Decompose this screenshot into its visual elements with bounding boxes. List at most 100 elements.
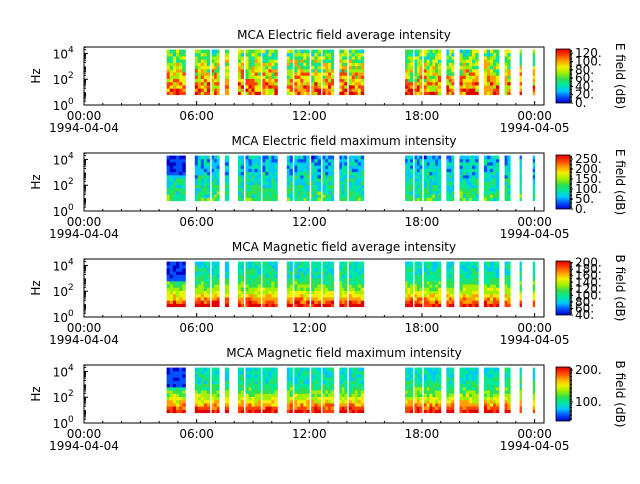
spectrogram-cell xyxy=(212,175,215,179)
spectrogram-cell xyxy=(225,191,229,195)
spectrogram-cell xyxy=(268,159,271,163)
spectrogram-cell xyxy=(254,79,257,83)
spectrogram-cell xyxy=(505,265,508,269)
spectrogram-cell xyxy=(274,397,277,401)
spectrogram-cell xyxy=(195,377,198,381)
spectrogram-cell xyxy=(427,85,430,89)
spectrogram-cell xyxy=(408,75,411,79)
spectrogram-cell xyxy=(325,159,328,163)
spectrogram-cell xyxy=(170,69,174,73)
spectrogram-cell xyxy=(271,374,274,378)
spectrogram-cell xyxy=(241,368,244,372)
spectrogram-cell xyxy=(331,268,334,272)
spectrogram-cell xyxy=(463,82,467,86)
spectrogram-cell xyxy=(322,274,325,278)
spectrogram-cell xyxy=(176,175,180,179)
spectrogram-cell xyxy=(303,72,306,76)
spectrogram-cell xyxy=(419,181,422,185)
spectrogram-cell xyxy=(493,75,496,79)
spectrogram-cell xyxy=(331,175,334,179)
spectrogram-cell xyxy=(490,393,493,397)
spectrogram-cell xyxy=(342,59,345,63)
spectrogram-cell xyxy=(342,387,345,391)
spectrogram-cell xyxy=(446,409,449,413)
data-segment xyxy=(195,50,210,96)
spectrogram-cell xyxy=(248,197,251,201)
spectrogram-cell xyxy=(352,59,355,63)
spectrogram-cell xyxy=(265,172,268,176)
spectrogram-cell xyxy=(466,91,470,95)
spectrogram-cell xyxy=(446,397,449,401)
spectrogram-cell xyxy=(405,88,408,92)
spectrogram-cell xyxy=(265,390,268,394)
x-tick-label: 18:00 xyxy=(405,215,440,229)
spectrogram-cell xyxy=(262,393,265,397)
spectrogram-cell xyxy=(257,384,260,388)
spectrogram-cell xyxy=(533,384,535,388)
spectrogram-cell xyxy=(408,85,411,89)
spectrogram-cell xyxy=(339,165,342,169)
spectrogram-cell xyxy=(170,265,174,269)
spectrogram-cell xyxy=(198,403,201,407)
spectrogram-cell xyxy=(201,406,204,410)
spectrogram-cell xyxy=(342,284,345,288)
spectrogram-cell xyxy=(170,397,174,401)
spectrogram-cell xyxy=(262,387,265,391)
spectrogram-cell xyxy=(417,165,420,169)
spectrogram-cell xyxy=(435,62,438,66)
spectrogram-cell xyxy=(520,165,522,169)
spectrogram-cell xyxy=(460,172,464,176)
spectrogram-cell xyxy=(265,377,268,381)
spectrogram-cell xyxy=(245,278,248,282)
spectrogram-cell xyxy=(493,409,496,413)
spectrogram-cell xyxy=(520,75,522,79)
spectrogram-cell xyxy=(176,156,180,160)
spectrogram-cell xyxy=(176,294,180,298)
spectrogram-cell xyxy=(435,197,438,201)
spectrogram-cell xyxy=(339,62,342,66)
spectrogram-cell xyxy=(265,271,268,275)
y-tick-label: 10 xyxy=(53,311,68,325)
spectrogram-cell xyxy=(251,268,254,272)
spectrogram-cell xyxy=(297,56,300,60)
spectrogram-cell xyxy=(408,278,411,282)
spectrogram-cell xyxy=(225,406,229,410)
spectrogram-cell xyxy=(520,387,522,391)
spectrogram-cell xyxy=(493,191,496,195)
spectrogram-cell xyxy=(322,377,325,381)
spectrogram-cell xyxy=(438,75,441,79)
spectrogram-cell xyxy=(268,371,271,375)
spectrogram-cell xyxy=(254,403,257,407)
spectrogram-cell xyxy=(451,265,454,269)
spectrogram-cell xyxy=(322,188,325,192)
spectrogram-cell xyxy=(268,284,271,288)
spectrogram-cell xyxy=(472,291,476,295)
spectrogram-cell xyxy=(484,56,487,60)
spectrogram-cell xyxy=(306,194,309,198)
spectrogram-cell xyxy=(507,165,510,169)
spectrogram-cell xyxy=(201,291,204,295)
spectrogram-cell xyxy=(314,69,318,73)
spectrogram-cell xyxy=(182,156,186,160)
spectrogram-cell xyxy=(297,88,300,92)
spectrogram-cell xyxy=(212,390,215,394)
spectrogram-cell xyxy=(344,91,347,95)
spectrogram-cell xyxy=(207,159,210,163)
spectrogram-cell xyxy=(238,172,241,176)
spectrogram-cell xyxy=(451,393,454,397)
spectrogram-cell xyxy=(438,384,441,388)
x-tick-label: 12:00 xyxy=(292,321,327,335)
spectrogram-cell xyxy=(214,294,217,298)
spectrogram-cell xyxy=(331,59,334,63)
spectrogram-cell xyxy=(268,175,271,179)
spectrogram-cell xyxy=(424,50,427,54)
spectrogram-cell xyxy=(195,159,198,163)
spectrogram-cell xyxy=(297,274,300,278)
spectrogram-cell xyxy=(254,168,257,172)
spectrogram-cell xyxy=(446,374,449,378)
spectrogram-cell xyxy=(451,56,454,60)
spectrogram-cell xyxy=(245,406,248,410)
spectrogram-cell xyxy=(507,194,510,198)
spectrogram-cell xyxy=(507,181,510,185)
spectrogram-cell xyxy=(490,262,493,266)
